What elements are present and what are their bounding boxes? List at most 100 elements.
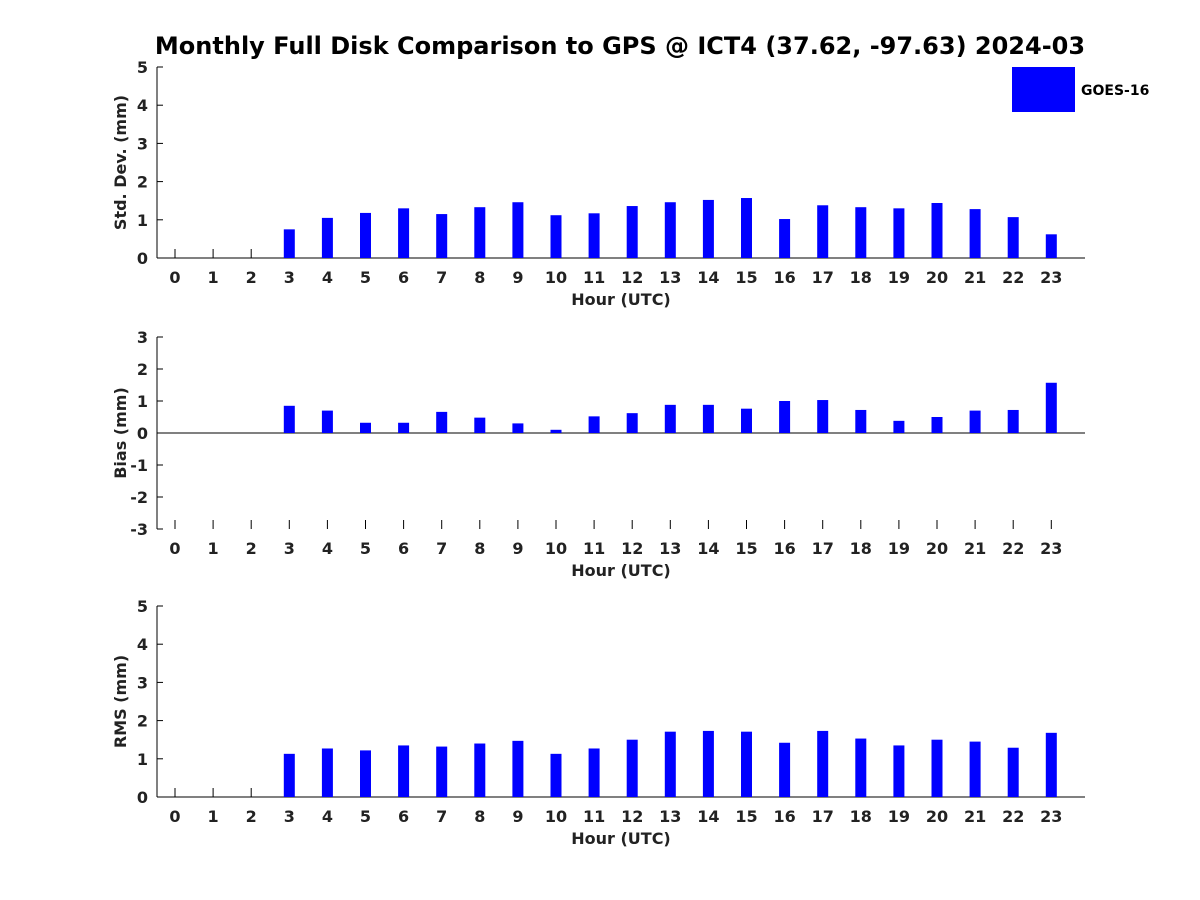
bar-hour-3 xyxy=(283,753,295,797)
bar-hour-9 xyxy=(512,202,524,258)
x-tick-label: 9 xyxy=(512,539,523,558)
y-tick-label: 3 xyxy=(137,134,148,153)
bar-hour-15 xyxy=(741,408,752,433)
x-tick-label: 16 xyxy=(773,807,795,826)
bar-hour-18 xyxy=(855,738,867,797)
bar-hour-15 xyxy=(741,198,752,258)
y-tick-label: 2 xyxy=(137,173,148,192)
x-tick-label: 20 xyxy=(926,539,948,558)
x-tick-label: 6 xyxy=(398,268,409,287)
x-tick-label: 1 xyxy=(208,268,219,287)
bar-hour-12 xyxy=(626,206,638,258)
x-axis-label: Hour (UTC) xyxy=(571,561,671,580)
legend-label: GOES-16 xyxy=(1081,83,1149,99)
bar-hour-7 xyxy=(436,214,448,258)
x-tick-label: 4 xyxy=(322,807,333,826)
x-tick-label: 16 xyxy=(773,539,795,558)
x-tick-label: 19 xyxy=(888,268,910,287)
x-tick-label: 2 xyxy=(246,268,257,287)
legend: GOES-16 xyxy=(1012,67,1149,112)
bar-hour-13 xyxy=(664,731,676,797)
bar-hour-3 xyxy=(283,229,295,258)
bar-hour-16 xyxy=(779,742,791,797)
bar-hour-19 xyxy=(893,745,905,797)
bar-hour-8 xyxy=(474,207,486,258)
legend-swatch xyxy=(1012,67,1075,112)
x-tick-label: 20 xyxy=(926,807,948,826)
x-tick-label: 11 xyxy=(583,539,605,558)
x-tick-label: 22 xyxy=(1002,539,1024,558)
x-tick-label: 22 xyxy=(1002,268,1024,287)
y-tick-label: 1 xyxy=(137,750,148,769)
bar-hour-14 xyxy=(702,199,714,258)
x-tick-label: 12 xyxy=(621,539,643,558)
x-tick-label: 23 xyxy=(1040,807,1062,826)
x-tick-label: 14 xyxy=(697,807,719,826)
x-tick-label: 17 xyxy=(812,268,834,287)
y-tick-label: -2 xyxy=(130,488,148,507)
x-tick-label: 20 xyxy=(926,268,948,287)
bar-hour-11 xyxy=(588,748,600,797)
x-tick-label: 7 xyxy=(436,807,447,826)
x-tick-label: 18 xyxy=(850,539,872,558)
bar-hour-9 xyxy=(512,740,524,797)
bar-hour-8 xyxy=(474,743,486,797)
x-tick-label: 15 xyxy=(735,539,757,558)
y-tick-label: 3 xyxy=(137,673,148,692)
chart-title: Monthly Full Disk Comparison to GPS @ IC… xyxy=(155,32,1085,60)
x-tick-label: 12 xyxy=(621,807,643,826)
bar-hour-22 xyxy=(1007,217,1019,258)
bar-hour-7 xyxy=(436,746,448,797)
x-tick-label: 6 xyxy=(398,539,409,558)
x-tick-label: 21 xyxy=(964,268,986,287)
bar-hour-13 xyxy=(664,202,676,258)
x-tick-label: 3 xyxy=(284,539,295,558)
bar-hour-22 xyxy=(1007,409,1019,433)
y-tick-label: 2 xyxy=(137,360,148,379)
x-tick-label: 4 xyxy=(322,539,333,558)
bar-hour-10 xyxy=(550,215,562,258)
bar-hour-19 xyxy=(893,420,905,433)
bar-hour-20 xyxy=(931,417,943,433)
bar-hour-5 xyxy=(360,750,371,797)
bar-hour-18 xyxy=(855,207,867,258)
y-tick-label: 3 xyxy=(137,328,148,347)
bar-hour-7 xyxy=(436,411,448,433)
x-tick-label: 14 xyxy=(697,268,719,287)
x-tick-label: 10 xyxy=(545,807,567,826)
x-tick-label: 0 xyxy=(169,539,180,558)
y-tick-label: 0 xyxy=(137,788,148,807)
x-tick-label: 2 xyxy=(246,539,257,558)
x-tick-label: 13 xyxy=(659,539,681,558)
bar-hour-12 xyxy=(626,413,638,433)
x-tick-label: 7 xyxy=(436,268,447,287)
bar-hour-12 xyxy=(626,739,638,797)
y-tick-label: 4 xyxy=(137,96,148,115)
x-tick-label: 11 xyxy=(583,268,605,287)
x-tick-label: 18 xyxy=(850,807,872,826)
bar-hour-23 xyxy=(1045,732,1057,797)
bar-hour-22 xyxy=(1007,747,1019,797)
x-tick-label: 17 xyxy=(812,807,834,826)
bar-hour-21 xyxy=(969,209,981,258)
x-tick-label: 8 xyxy=(474,539,485,558)
bar-hour-11 xyxy=(588,416,600,433)
x-tick-label: 1 xyxy=(208,807,219,826)
bar-hour-23 xyxy=(1045,382,1057,433)
x-tick-label: 4 xyxy=(322,268,333,287)
bar-hour-6 xyxy=(398,422,410,433)
x-tick-label: 13 xyxy=(659,268,681,287)
x-tick-label: 9 xyxy=(512,268,523,287)
bar-hour-4 xyxy=(321,748,333,797)
x-tick-label: 2 xyxy=(246,807,257,826)
bar-hour-14 xyxy=(702,730,714,797)
bar-hour-9 xyxy=(512,423,524,433)
x-tick-label: 13 xyxy=(659,807,681,826)
x-tick-label: 19 xyxy=(888,807,910,826)
x-tick-label: 21 xyxy=(964,807,986,826)
bar-hour-13 xyxy=(664,404,676,433)
